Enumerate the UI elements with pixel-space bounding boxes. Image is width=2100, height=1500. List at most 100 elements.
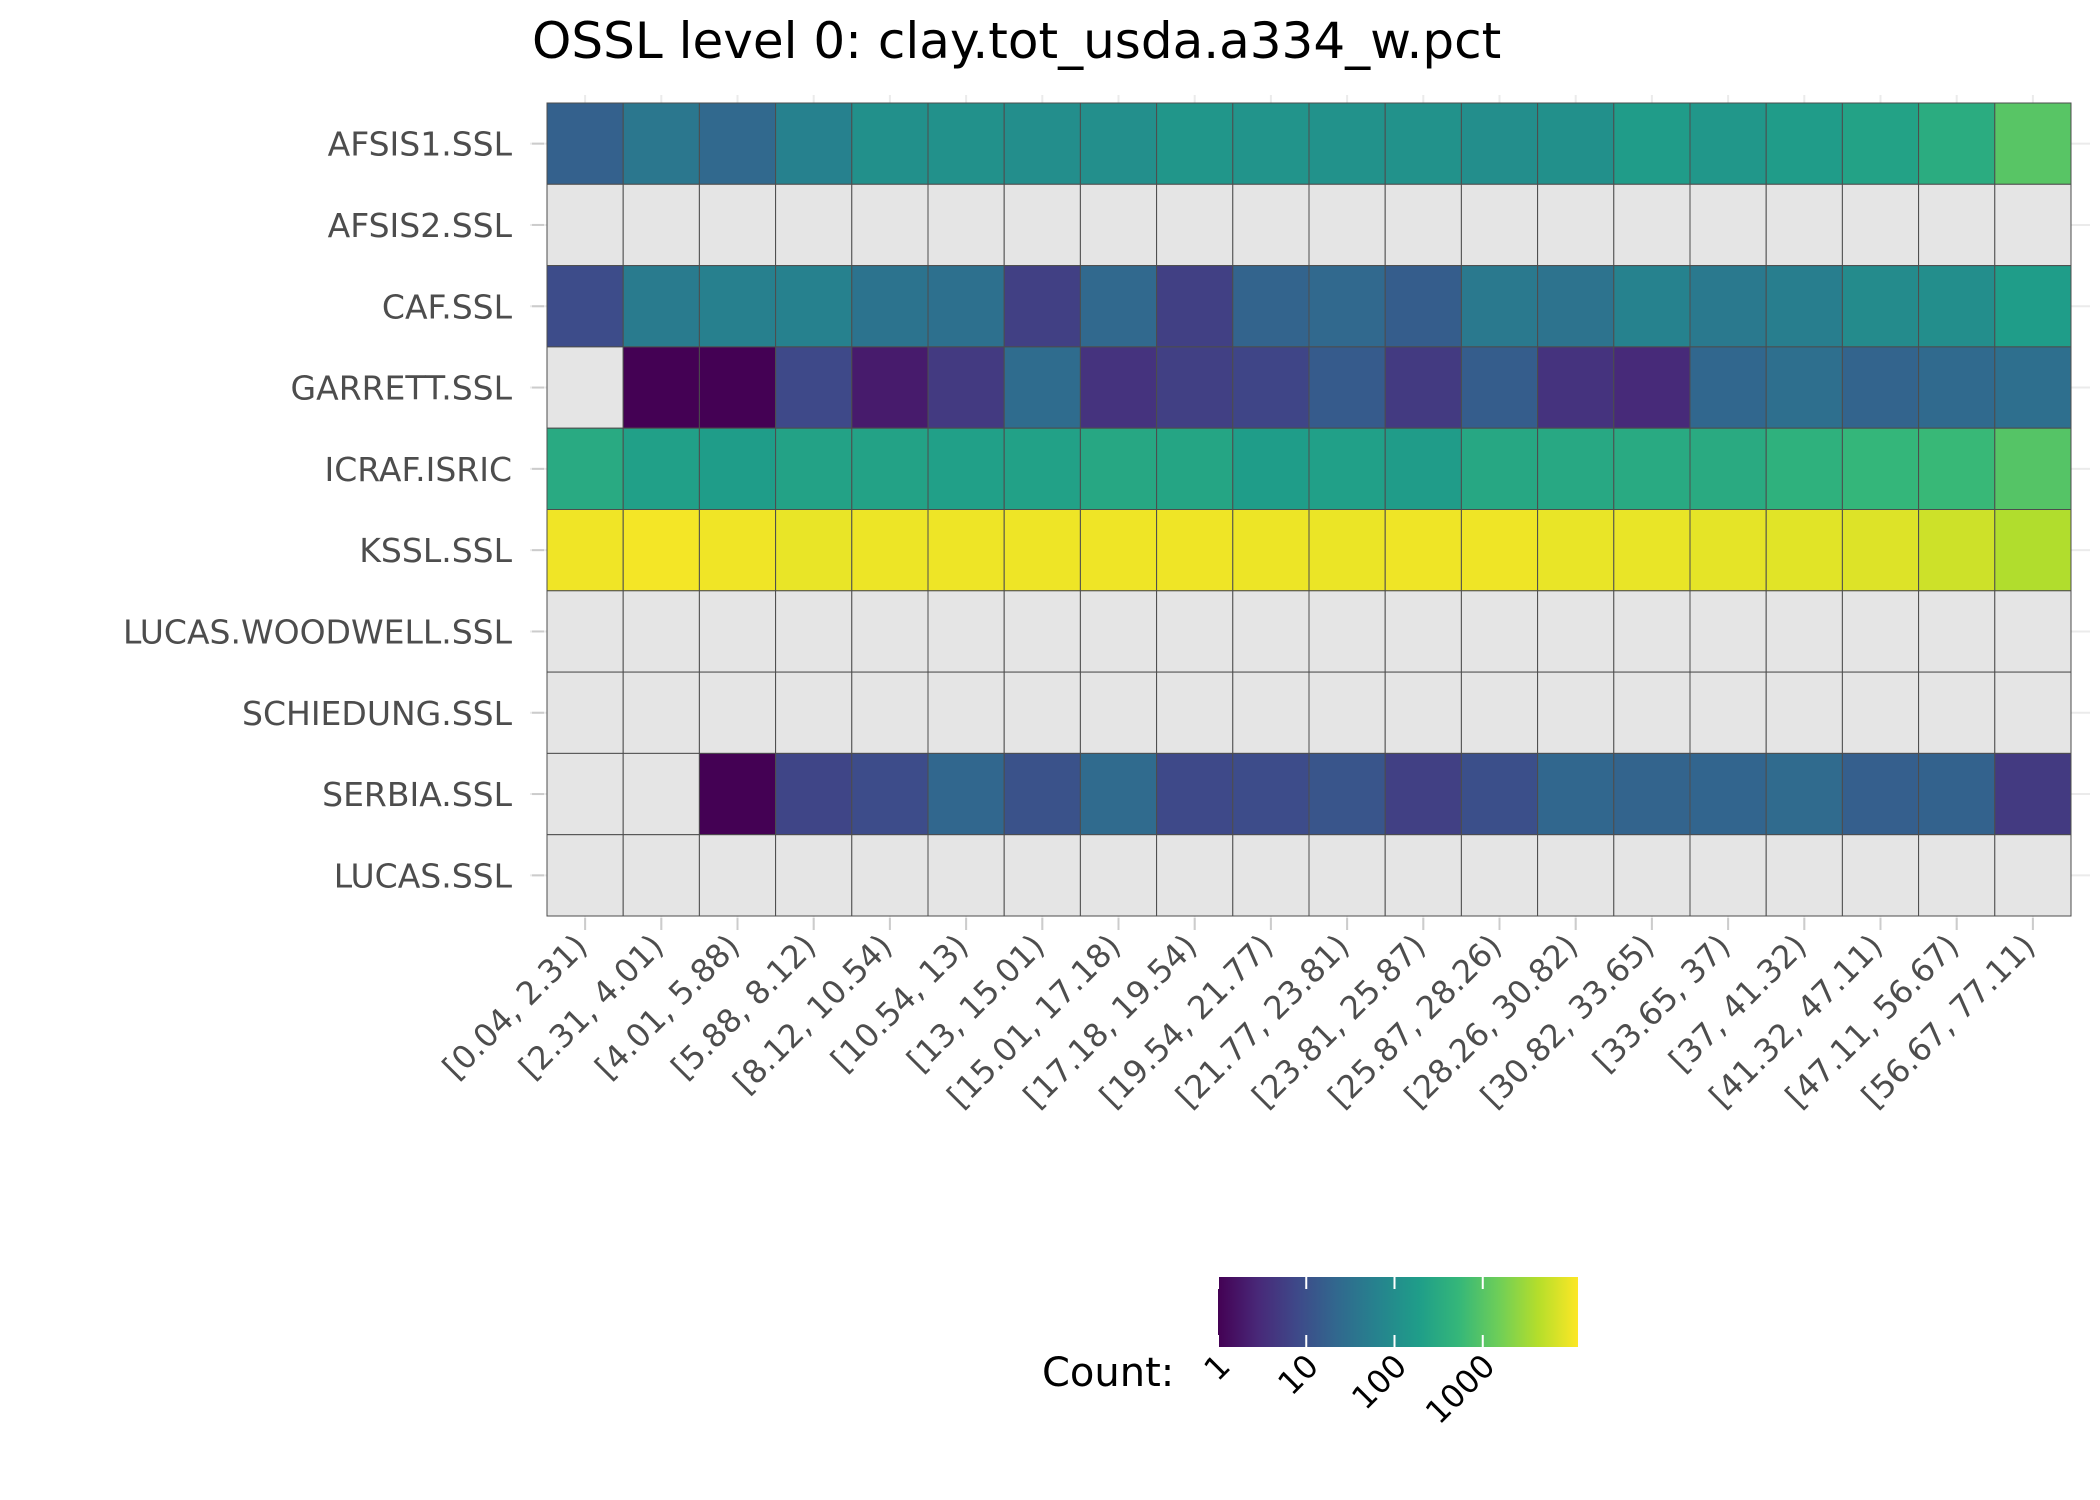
- heatmap-cell: [1994, 346, 2072, 429]
- heatmap-cell: [1689, 265, 1767, 348]
- heatmap-cell: [1537, 183, 1615, 267]
- heatmap-cell: [927, 265, 1005, 348]
- heatmap-cell: [546, 752, 624, 836]
- heatmap-cell: [1308, 427, 1386, 511]
- heatmap-cell: [1232, 590, 1310, 673]
- y-tick-label: SERBIA.SSL: [322, 775, 512, 814]
- heatmap-cell: [1765, 590, 1843, 673]
- heatmap-cell: [622, 265, 700, 348]
- heatmap-cell: [927, 346, 1005, 429]
- heatmap-cell: [546, 346, 624, 429]
- y-tick-label: AFSIS2.SSL: [328, 206, 513, 245]
- heatmap-cell: [1613, 590, 1691, 673]
- heatmap-cell: [1003, 509, 1081, 592]
- heatmap-cell: [1460, 834, 1539, 917]
- heatmap-cell: [1156, 265, 1234, 348]
- heatmap-cell: [698, 590, 777, 673]
- heatmap-cell: [1384, 183, 1462, 267]
- heatmap-cell: [851, 590, 929, 673]
- heatmap-cell: [622, 509, 700, 592]
- heatmap-cell: [1384, 427, 1462, 511]
- heatmap-cell: [775, 427, 853, 511]
- heatmap-cell: [622, 346, 700, 429]
- heatmap-cell: [698, 183, 777, 267]
- heatmap-cell: [1156, 834, 1234, 917]
- heatmap-cell: [1841, 671, 1920, 754]
- heatmap-cell: [1156, 590, 1234, 673]
- heatmap-cell: [1384, 102, 1462, 185]
- heatmap-cell: [1079, 509, 1158, 592]
- heatmap-cell: [622, 427, 700, 511]
- y-tick-label: SCHIEDUNG.SSL: [242, 694, 513, 733]
- colorbar-tick-label: 100: [1344, 1347, 1414, 1417]
- heatmap-cell: [1537, 509, 1615, 592]
- heatmap-cell: [1918, 265, 1996, 348]
- heatmap-cell: [1460, 265, 1539, 348]
- x-axis: [0.04, 2.31)[2.31, 4.01)[4.01, 5.88)[5.8…: [435, 918, 2043, 1115]
- heatmap-cell: [927, 102, 1005, 185]
- heatmap-cell: [1460, 102, 1539, 185]
- heatmap-cell: [927, 427, 1005, 511]
- heatmap-cell: [1689, 752, 1767, 836]
- heatmap-cell: [1460, 346, 1539, 429]
- heatmap-cell: [1918, 427, 1996, 511]
- heatmap-cell: [1232, 509, 1310, 592]
- heatmap-cell: [1765, 834, 1843, 917]
- heatmap-cell: [1613, 346, 1691, 429]
- colorbar-tick-label: 1: [1196, 1347, 1237, 1388]
- heatmap-cell: [1689, 509, 1767, 592]
- heatmap-cell: [1003, 346, 1081, 429]
- heatmap-cell: [1308, 752, 1386, 836]
- heatmap-cell: [1918, 102, 1996, 185]
- heatmap-cell: [1308, 590, 1386, 673]
- heatmap-cell: [1765, 183, 1843, 267]
- heatmap-cell: [851, 671, 929, 754]
- heatmap-cell: [1689, 183, 1767, 267]
- heatmap-cell: [775, 346, 853, 429]
- heatmap-cell: [1079, 427, 1158, 511]
- heatmap-cell: [1384, 265, 1462, 348]
- heatmap-cell: [622, 752, 700, 836]
- heatmap-cell: [1689, 834, 1767, 917]
- heatmap-cell: [1156, 346, 1234, 429]
- heatmap-cell: [698, 346, 777, 429]
- heatmap-cell: [1079, 346, 1158, 429]
- heatmap-cell: [1003, 590, 1081, 673]
- heatmap-cell: [1308, 265, 1386, 348]
- heatmap-cell: [622, 671, 700, 754]
- heatmap-cell: [546, 671, 624, 754]
- heatmap-cell: [1613, 427, 1691, 511]
- heatmap-cell: [1384, 834, 1462, 917]
- heatmap-cell: [1232, 752, 1310, 836]
- heatmap-cell: [698, 427, 777, 511]
- heatmap-cell: [927, 834, 1005, 917]
- heatmap-cell: [851, 183, 929, 267]
- heatmap-cell: [775, 265, 853, 348]
- heatmap-cell: [851, 509, 929, 592]
- heatmap-cell: [1918, 346, 1996, 429]
- heatmap-cell: [546, 102, 624, 185]
- y-tick-label: AFSIS1.SSL: [328, 125, 513, 164]
- heatmap-cell: [775, 834, 853, 917]
- heatmap-cell: [1308, 183, 1386, 267]
- heatmap-cell: [775, 590, 853, 673]
- heatmap-cell: [1156, 427, 1234, 511]
- heatmap-cell: [1994, 509, 2072, 592]
- heatmap-cell: [1994, 590, 2072, 673]
- heatmap-cell: [1232, 265, 1310, 348]
- heatmap-cell: [1613, 102, 1691, 185]
- heatmap-cell: [1918, 509, 1996, 592]
- heatmap-cell: [1841, 590, 1920, 673]
- heatmap-cell: [1156, 671, 1234, 754]
- heatmap-cell: [546, 590, 624, 673]
- heatmap-cell: [546, 834, 624, 917]
- heatmap-cell: [1460, 183, 1539, 267]
- heatmap-cell: [1537, 427, 1615, 511]
- colorbar-legend: Count: 1 10 100 1000: [1042, 1277, 1578, 1431]
- heatmap-cell: [927, 671, 1005, 754]
- y-tick-label: GARRETT.SSL: [291, 369, 513, 408]
- heatmap-cell: [1918, 752, 1996, 836]
- colorbar-label: Count:: [1042, 1350, 1174, 1396]
- heatmap-cell: [1994, 752, 2072, 836]
